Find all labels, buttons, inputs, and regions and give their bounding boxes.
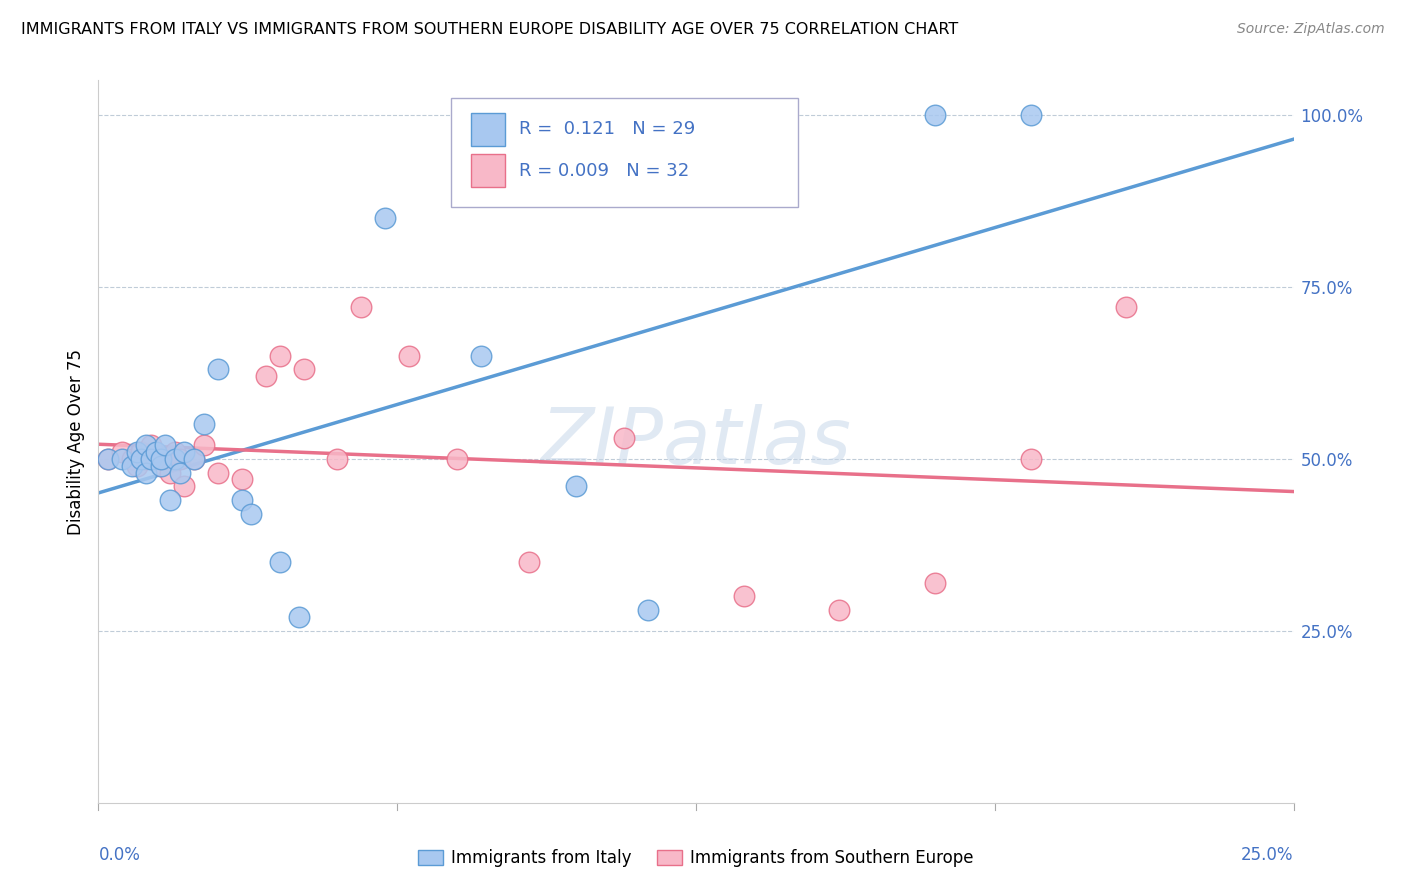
Point bbox=[125, 445, 148, 459]
Point bbox=[149, 458, 172, 473]
Point bbox=[183, 451, 205, 466]
Point bbox=[111, 445, 134, 459]
Point bbox=[1019, 108, 1042, 122]
Point bbox=[240, 507, 263, 521]
FancyBboxPatch shape bbox=[471, 113, 505, 145]
Point bbox=[149, 451, 172, 466]
Legend: Immigrants from Italy, Immigrants from Southern Europe: Immigrants from Italy, Immigrants from S… bbox=[412, 843, 980, 874]
Point bbox=[169, 466, 191, 480]
Point bbox=[97, 451, 120, 466]
Point bbox=[139, 438, 162, 452]
Point bbox=[121, 458, 143, 473]
Point bbox=[173, 445, 195, 459]
Point bbox=[159, 466, 181, 480]
Text: 0.0%: 0.0% bbox=[98, 847, 141, 864]
Point bbox=[145, 451, 167, 466]
Point bbox=[470, 349, 492, 363]
FancyBboxPatch shape bbox=[451, 98, 797, 207]
Point bbox=[517, 555, 540, 569]
Point bbox=[326, 451, 349, 466]
Point bbox=[163, 445, 186, 459]
Text: 25.0%: 25.0% bbox=[1241, 847, 1294, 864]
Point bbox=[350, 301, 373, 315]
Point bbox=[254, 369, 277, 384]
Point bbox=[111, 451, 134, 466]
Point bbox=[1115, 301, 1137, 315]
Point bbox=[269, 349, 291, 363]
Point bbox=[139, 451, 162, 466]
Point bbox=[398, 349, 420, 363]
Point bbox=[733, 590, 755, 604]
FancyBboxPatch shape bbox=[471, 154, 505, 186]
Point bbox=[155, 438, 177, 452]
Point bbox=[131, 451, 153, 466]
Point bbox=[135, 438, 157, 452]
Point bbox=[292, 362, 315, 376]
Point bbox=[446, 451, 468, 466]
Point bbox=[135, 466, 157, 480]
Text: ZIPatlas: ZIPatlas bbox=[540, 403, 852, 480]
Point bbox=[131, 445, 153, 459]
Point bbox=[149, 458, 172, 473]
Point bbox=[159, 493, 181, 508]
Point bbox=[613, 431, 636, 445]
Point bbox=[135, 451, 157, 466]
Point bbox=[173, 479, 195, 493]
Point bbox=[924, 575, 946, 590]
Point bbox=[121, 451, 143, 466]
Text: R = 0.009   N = 32: R = 0.009 N = 32 bbox=[519, 161, 689, 179]
Point bbox=[207, 466, 229, 480]
Y-axis label: Disability Age Over 75: Disability Age Over 75 bbox=[66, 349, 84, 534]
Text: Source: ZipAtlas.com: Source: ZipAtlas.com bbox=[1237, 22, 1385, 37]
Point bbox=[163, 451, 186, 466]
Point bbox=[637, 603, 659, 617]
Point bbox=[924, 108, 946, 122]
Point bbox=[231, 493, 253, 508]
Point bbox=[97, 451, 120, 466]
Point bbox=[183, 451, 205, 466]
Point bbox=[269, 555, 291, 569]
Point bbox=[125, 458, 148, 473]
Text: IMMIGRANTS FROM ITALY VS IMMIGRANTS FROM SOUTHERN EUROPE DISABILITY AGE OVER 75 : IMMIGRANTS FROM ITALY VS IMMIGRANTS FROM… bbox=[21, 22, 959, 37]
Point bbox=[828, 603, 851, 617]
Point bbox=[145, 445, 167, 459]
Point bbox=[193, 438, 215, 452]
Point bbox=[169, 451, 191, 466]
Point bbox=[207, 362, 229, 376]
Point bbox=[565, 479, 588, 493]
Point bbox=[288, 610, 311, 624]
Point bbox=[231, 472, 253, 486]
Point bbox=[374, 211, 396, 225]
Point bbox=[193, 417, 215, 432]
Point bbox=[1019, 451, 1042, 466]
Text: R =  0.121   N = 29: R = 0.121 N = 29 bbox=[519, 120, 696, 138]
Point bbox=[155, 451, 177, 466]
